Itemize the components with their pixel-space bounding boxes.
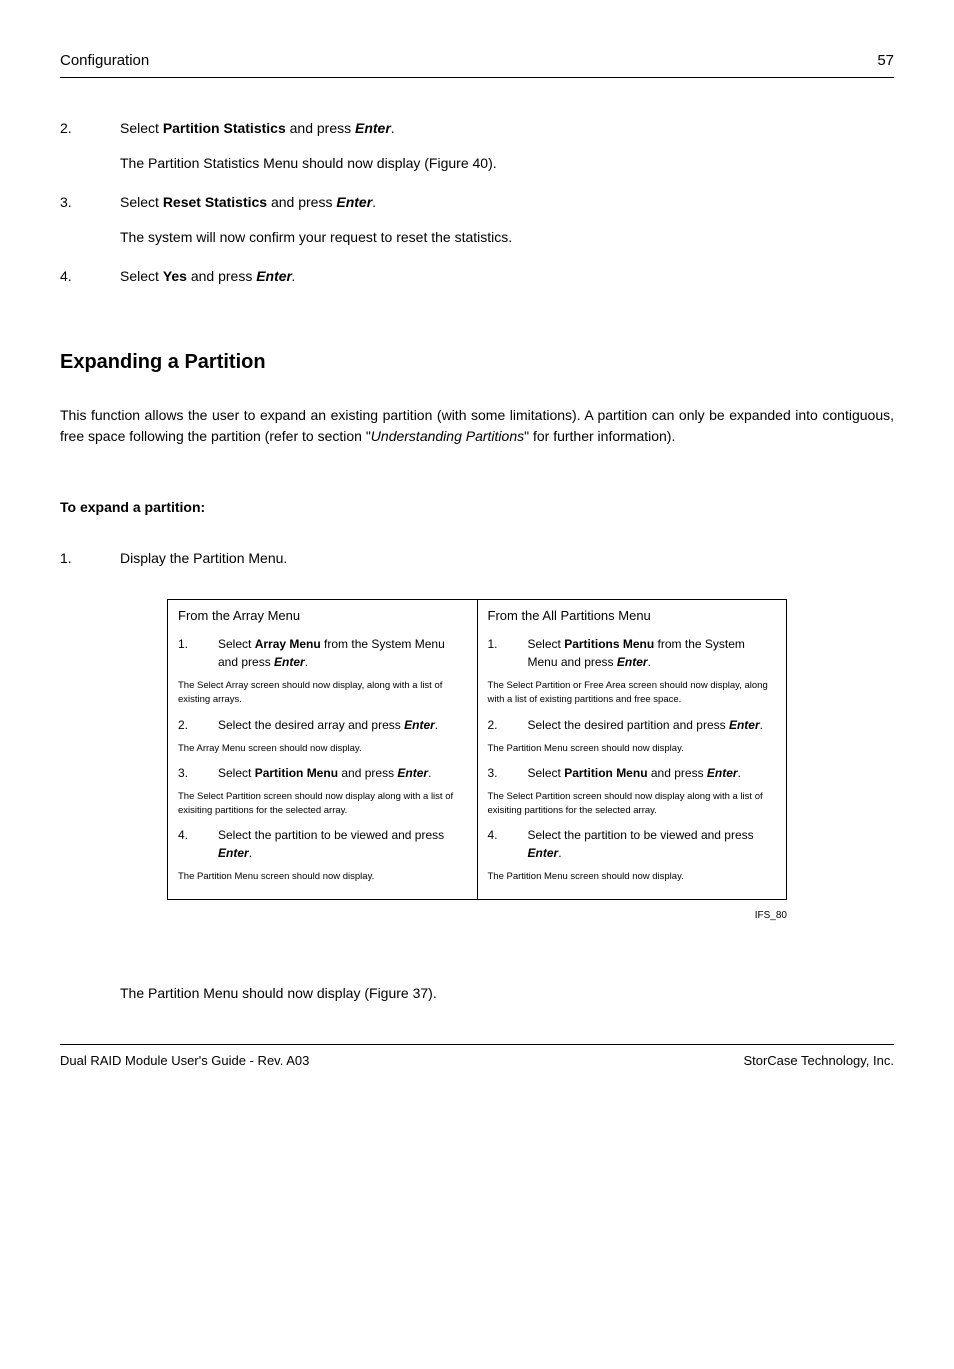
table-note: The Select Partition screen should now d… (488, 790, 777, 819)
footer-left: Dual RAID Module User's Guide - Rev. A03 (60, 1051, 309, 1071)
step-number: 4. (60, 266, 120, 287)
left-rows: 1.Select Array Menu from the System Menu… (178, 635, 467, 885)
step-number: 1. (60, 548, 120, 569)
table-step: 1.Select Array Menu from the System Menu… (178, 635, 467, 671)
table-step: 3.Select Partition Menu and press Enter. (488, 764, 777, 782)
table-step: 1.Select Partitions Menu from the System… (488, 635, 777, 671)
table-step: 2.Select the desired array and press Ent… (178, 716, 467, 734)
list-item: 2.Select Partition Statistics and press … (60, 118, 894, 174)
step-number: 2. (60, 118, 120, 174)
table-step: 4.Select the partition to be viewed and … (178, 826, 467, 862)
page-footer: Dual RAID Module User's Guide - Rev. A03… (60, 1044, 894, 1071)
header-left: Configuration (60, 50, 149, 73)
table-step-text: Select Partitions Menu from the System M… (528, 635, 777, 671)
table-step: 4.Select the partition to be viewed and … (488, 826, 777, 862)
table-step-number: 1. (178, 635, 218, 671)
table-step-text: Select the partition to be viewed and pr… (218, 826, 467, 862)
step-body: Select Yes and press Enter. (120, 266, 894, 287)
table-note: The Select Partition screen should now d… (178, 790, 467, 819)
table-col-left: From the Array Menu 1.Select Array Menu … (168, 599, 478, 899)
table-step-text: Select the desired partition and press E… (528, 716, 777, 734)
footer-right: StorCase Technology, Inc. (743, 1051, 894, 1071)
step-body: Select Partition Statistics and press En… (120, 118, 894, 174)
table-step: 3.Select Partition Menu and press Enter. (178, 764, 467, 782)
table-step-text: Select Array Menu from the System Menu a… (218, 635, 467, 671)
right-rows: 1.Select Partitions Menu from the System… (488, 635, 777, 885)
page-header: Configuration 57 (60, 50, 894, 78)
step-text: Select Yes and press Enter. (120, 266, 894, 287)
step-text: Select Reset Statistics and press Enter. (120, 192, 894, 213)
table-note: The Partition Menu screen should now dis… (178, 870, 467, 884)
step-body: Select Reset Statistics and press Enter.… (120, 192, 894, 248)
col-title-left: From the Array Menu (178, 606, 467, 626)
ifs-label: IFS_80 (167, 908, 787, 923)
table-step-number: 3. (178, 764, 218, 782)
step-number: 3. (60, 192, 120, 248)
col-title-right: From the All Partitions Menu (488, 606, 777, 626)
table-step-number: 2. (178, 716, 218, 734)
header-right: 57 (877, 50, 894, 73)
table-step-number: 4. (488, 826, 528, 862)
table-note: The Array Menu screen should now display… (178, 742, 467, 756)
table-note: The Select Array screen should now displ… (178, 679, 467, 708)
step-text: Display the Partition Menu. (120, 548, 894, 569)
table-step: 2.Select the desired partition and press… (488, 716, 777, 734)
step-text: The system will now confirm your request… (120, 227, 894, 248)
table-step-text: Select Partition Menu and press Enter. (218, 764, 467, 782)
top-steps: 2.Select Partition Statistics and press … (60, 118, 894, 287)
sub-heading: To expand a partition: (60, 497, 894, 518)
list-item: 4.Select Yes and press Enter. (60, 266, 894, 287)
table-step-text: Select the desired array and press Enter… (218, 716, 467, 734)
table-note: The Select Partition or Free Area screen… (488, 679, 777, 708)
table-step-number: 2. (488, 716, 528, 734)
step-body: Display the Partition Menu. (120, 548, 894, 569)
after-table-text: The Partition Menu should now display (F… (120, 983, 894, 1004)
table-step-text: Select the partition to be viewed and pr… (528, 826, 777, 862)
table-step-number: 3. (488, 764, 528, 782)
section-heading: Expanding a Partition (60, 347, 894, 377)
table-note: The Partition Menu screen should now dis… (488, 742, 777, 756)
list-item: 3.Select Reset Statistics and press Ente… (60, 192, 894, 248)
table-step-text: Select Partition Menu and press Enter. (528, 764, 777, 782)
table-step-number: 1. (488, 635, 528, 671)
step-text: The Partition Statistics Menu should now… (120, 153, 894, 174)
table-note: The Partition Menu screen should now dis… (488, 870, 777, 884)
procedure-table: From the Array Menu 1.Select Array Menu … (167, 599, 787, 900)
section-paragraph: This function allows the user to expand … (60, 405, 894, 447)
table-step-number: 4. (178, 826, 218, 862)
step-1: 1. Display the Partition Menu. (60, 548, 894, 569)
table-col-right: From the All Partitions Menu 1.Select Pa… (477, 599, 787, 899)
step-text: Select Partition Statistics and press En… (120, 118, 894, 139)
